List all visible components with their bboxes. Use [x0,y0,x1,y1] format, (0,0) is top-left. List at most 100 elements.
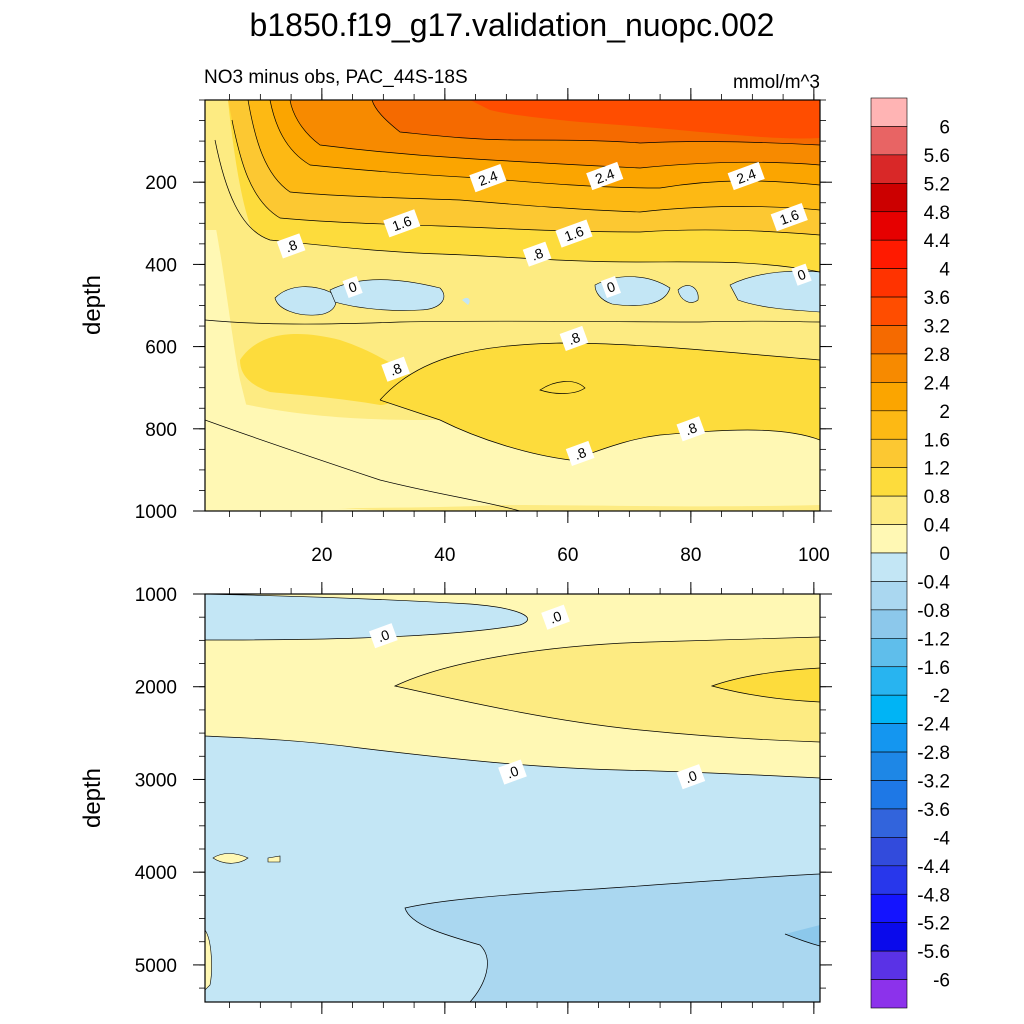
top-subtitle: NO3 minus obs, PAC_44S-18S [204,67,468,88]
colorbar: 6 5.6 5.2 4.8 4.4 4 3.6 3.2 2.8 2.4 2 1.6 1.2 0.8 0.4 0… [870,97,951,1009]
fill-neg-0.4-0.8 [405,874,820,1002]
colorbar-label: 0.4 [924,516,951,537]
colorbar-swatch [870,97,908,127]
colorbar-label: -4.8 [917,885,950,906]
colorbar-swatch [870,780,908,810]
figure-title: b1850.f19_g17.validation_nuopc.002 [250,7,775,43]
top-contour-fill [205,100,820,560]
fill-0-0.4-left [205,180,250,420]
contour-label: 0 [600,275,622,299]
colorbar-label: -4.4 [917,857,950,878]
colorbar-label: 6 [939,117,950,138]
pos-patch-2 [267,855,281,863]
fill-0.8-1.2-lens [380,343,820,460]
contour-label-bg [727,161,765,191]
contour-label-bg [676,416,706,442]
colorbar-swatch [870,950,908,980]
fill-neg-top-lens [205,594,528,640]
contour-label: .8 [565,440,595,467]
colorbar-label: 5.2 [924,174,950,195]
y-tick-label: 5000 [135,956,177,977]
contour-label-text: .8 [566,329,583,348]
colorbar-label: -0.8 [917,601,950,622]
contour-label-bg [276,233,306,259]
colorbar-swatch [870,268,908,298]
colorbar-label: -5.2 [917,914,950,935]
contour-label-bg [469,163,507,193]
colorbar-label: 0 [939,544,950,565]
contour-label-text: .0 [547,608,564,627]
colorbar-swatch [870,325,908,355]
colorbar-swatch [870,893,908,923]
top-contour-labels: 2.4 2.4 2.4 1.6 1.6 1.6 .8 .8 .8 .8 .8 .8 0 0 0 [276,161,812,467]
fill-0-bottom2 [205,500,520,511]
colorbar-swatch [870,922,908,952]
bottom-plot-frame [204,593,821,1003]
contour-label: .8 [381,356,411,382]
contour-label-text: 1.6 [562,223,586,245]
neg-patch-6 [462,297,470,305]
colorbar-swatch [870,979,908,1009]
contour-label: 0 [791,263,812,286]
contour-label-text: 2.4 [476,167,500,189]
contour-label: .0 [368,623,398,649]
colorbar-label: 5.6 [924,146,950,167]
y-tick-label: 600 [145,338,177,359]
y-tick-label: 1000 [135,502,177,523]
fill-0.4-mid [255,505,820,511]
colorbar-swatch [870,154,908,184]
contour-label-text: 2.4 [734,165,758,187]
y-tick-label: 200 [145,173,177,194]
top-y-axis-label: depth [79,275,106,335]
contour-label-text: .0 [504,762,521,781]
colorbar-swatch [870,837,908,867]
contour-label: .0 [498,759,527,785]
colorbar-swatch [870,524,908,554]
colorbar-label: -1.2 [917,629,950,650]
contour-label: .0 [541,604,570,630]
colorbar-label: -3.6 [917,800,950,821]
contour-label-text: 1.6 [777,206,801,228]
colorbar-swatch [870,410,908,440]
top-x-axis: 20 40 60 80 100 [229,88,830,566]
contour-label-bg [342,275,363,299]
contour-label-bg [791,263,812,286]
contour-label-text: 2.4 [593,165,617,187]
colorbar-swatch [870,808,908,838]
colorbar-swatch [870,438,908,468]
fill-0.4-mid-cover [205,511,820,560]
colorbar-swatch [870,239,908,269]
neg-patch-1 [274,286,337,316]
x-tick-label: 100 [798,545,830,566]
contour-label-text: .8 [387,360,404,379]
colorbar-swatch [870,495,908,525]
bottom-contour-fill [205,594,820,1002]
contour-label-bg [381,356,411,382]
contour-label-bg [555,219,593,248]
y-tick-label: 1000 [135,585,177,606]
fill-neg-0.8-1.2 [785,925,820,946]
fill-0.8-1.2-left [240,334,420,405]
colorbar-label: -2.4 [917,715,950,736]
pos-patch-1 [212,853,249,864]
contour-label-bg [498,759,527,785]
contour-label-bg [600,275,622,299]
colorbar-swatch [870,353,908,383]
units-label: mmol/m^3 [733,72,820,93]
colorbar-swatch [870,296,908,326]
contour-label: 1.6 [770,203,808,232]
colorbar-swatch [870,467,908,497]
contour-label-bg [559,325,589,351]
contour-label-bg [383,209,421,238]
contour-label: 1.6 [555,219,593,248]
bottom-panel: 1000 2000 3000 4000 5000 .0 .0 .0 .0 depth [79,582,832,1014]
contour-label-text: .8 [683,419,700,438]
contour-label-text: 1.6 [390,212,414,234]
fill-0.8-1.2 [712,668,820,702]
colorbar-label: -2.8 [917,743,950,764]
top-panel: NO3 minus obs, PAC_44S-18S mmol/m^3 [79,67,832,566]
colorbar-label: 0.8 [924,487,950,508]
colorbar-label: 2.4 [924,373,951,394]
y-tick-label: 800 [145,420,177,441]
